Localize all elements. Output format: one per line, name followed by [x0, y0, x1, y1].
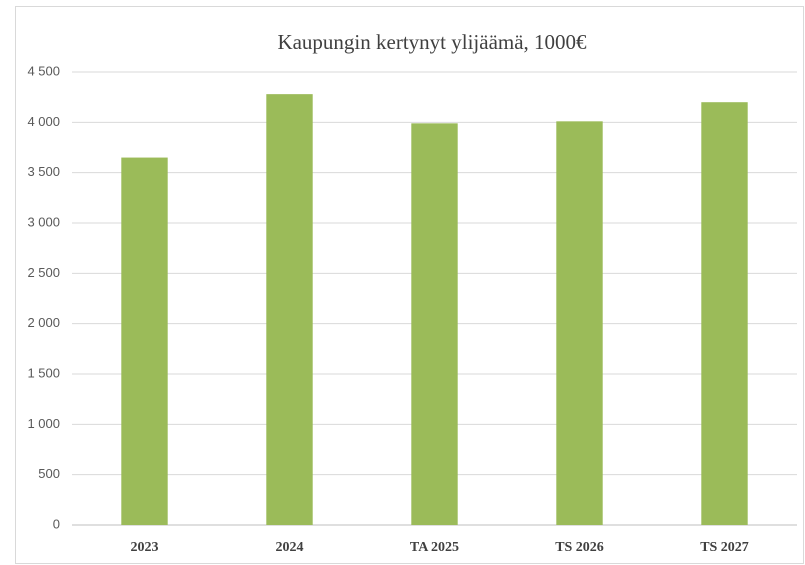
chart-title: Kaupungin kertynyt ylijäämä, 1000€ [277, 30, 587, 54]
y-tick-label: 0 [53, 516, 60, 531]
bar [121, 157, 168, 526]
y-tick-label: 1 500 [27, 365, 60, 380]
y-tick-label: 2 000 [27, 315, 60, 330]
x-tick-label: TS 2026 [555, 540, 604, 555]
y-tick-label: 1 000 [27, 416, 60, 431]
y-tick-label: 4 500 [27, 63, 60, 78]
x-tick-label: TS 2027 [700, 540, 749, 555]
bar [411, 123, 458, 525]
bar [556, 121, 603, 526]
y-tick-label: 3 000 [27, 214, 60, 229]
x-tick-label: 2024 [276, 540, 304, 555]
bar [266, 94, 313, 525]
y-tick-label: 2 500 [27, 265, 60, 280]
y-tick-label: 4 000 [27, 114, 60, 129]
y-tick-label: 3 500 [27, 164, 60, 179]
bar [701, 102, 748, 525]
x-tick-label: 2023 [131, 540, 159, 555]
x-tick-label: TA 2025 [410, 540, 459, 555]
y-tick-label: 500 [38, 466, 60, 481]
